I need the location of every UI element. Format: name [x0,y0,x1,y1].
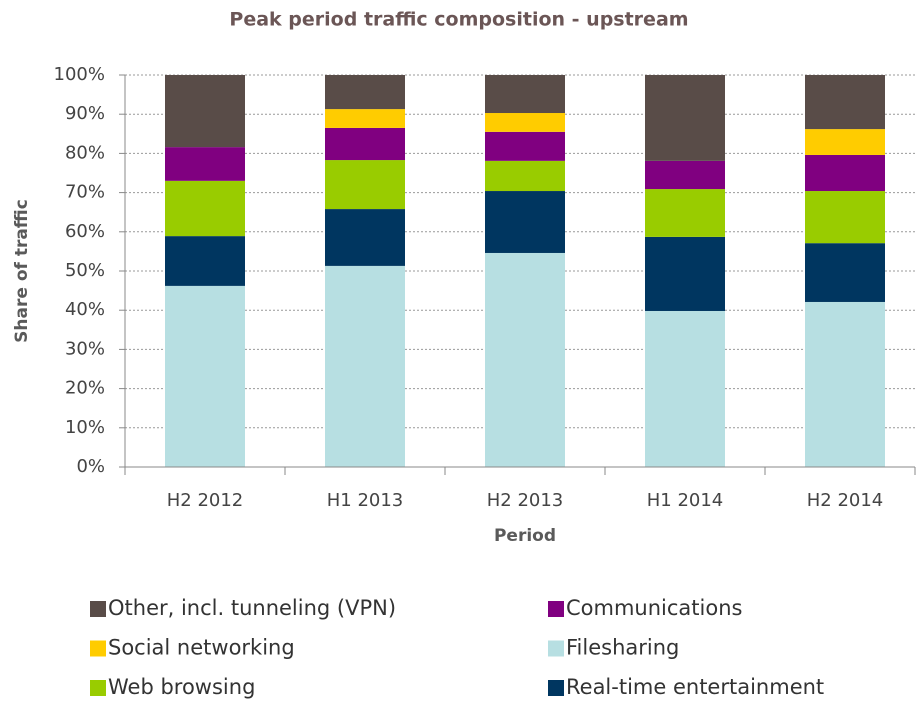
bar-segment [325,160,405,210]
bar-segment [165,285,245,467]
y-tick-label: 70% [65,182,105,203]
x-tick-label: H2 2012 [167,490,244,511]
y-tick-label: 0% [76,456,105,477]
legend-swatch [548,640,564,657]
y-tick-label: 30% [65,338,105,359]
bar-segment [165,236,245,286]
legend-swatch [90,680,106,696]
bar-segment [645,189,725,237]
chart-title: Peak period traffic composition - upstre… [229,9,688,31]
x-tick-label: H1 2014 [647,490,724,511]
y-axis-title: Share of traffic [12,199,32,343]
legend-label: Other, incl. tunneling (VPN) [108,596,396,620]
bar-segment [645,75,725,161]
bar-segment [325,109,405,128]
x-tick-label: H2 2014 [807,490,884,511]
bar-segment [805,243,885,302]
legend-swatch [548,680,564,696]
y-tick-label: 90% [65,103,105,124]
bar-segment [165,180,245,237]
y-tick-label: 40% [65,299,105,320]
y-tick-label: 100% [54,64,105,85]
legend-swatch [90,640,106,657]
legend-label: Web browsing [108,675,255,699]
bar-segment [645,310,725,467]
legend-label: Social networking [108,636,295,660]
bar-segment [805,75,885,130]
bar-segment [485,160,565,192]
bar-segment [485,75,565,114]
y-tick-label: 80% [65,142,105,163]
bar-segment [485,113,565,132]
legend-label: Real-time entertainment [566,675,824,699]
bar-segment [325,127,405,161]
bar-segment [805,191,885,244]
bar-segment [325,75,405,110]
x-tick-label: H1 2013 [327,490,404,511]
bar-segment [165,75,245,148]
bar-segment [805,129,885,155]
y-tick-label: 20% [65,378,105,399]
bar-segment [645,160,725,190]
bar-segment [165,147,245,181]
x-tick-label: H2 2013 [487,490,564,511]
bar-segment [805,301,885,467]
bar-segment [485,131,565,161]
y-tick-label: 10% [65,417,105,438]
y-tick-label: 60% [65,221,105,242]
bar-segment [645,236,725,311]
legend-label: Communications [566,596,742,620]
legend-label: Filesharing [566,636,679,660]
x-axis-title: Period [494,526,556,546]
bar-segment [485,191,565,253]
legend-swatch [548,601,564,617]
y-tick-label: 50% [65,260,105,281]
bar-segment [325,209,405,266]
bar-segment [805,154,885,192]
bar-segment [325,265,405,467]
bar-segment [485,252,565,467]
legend-swatch [90,601,106,617]
